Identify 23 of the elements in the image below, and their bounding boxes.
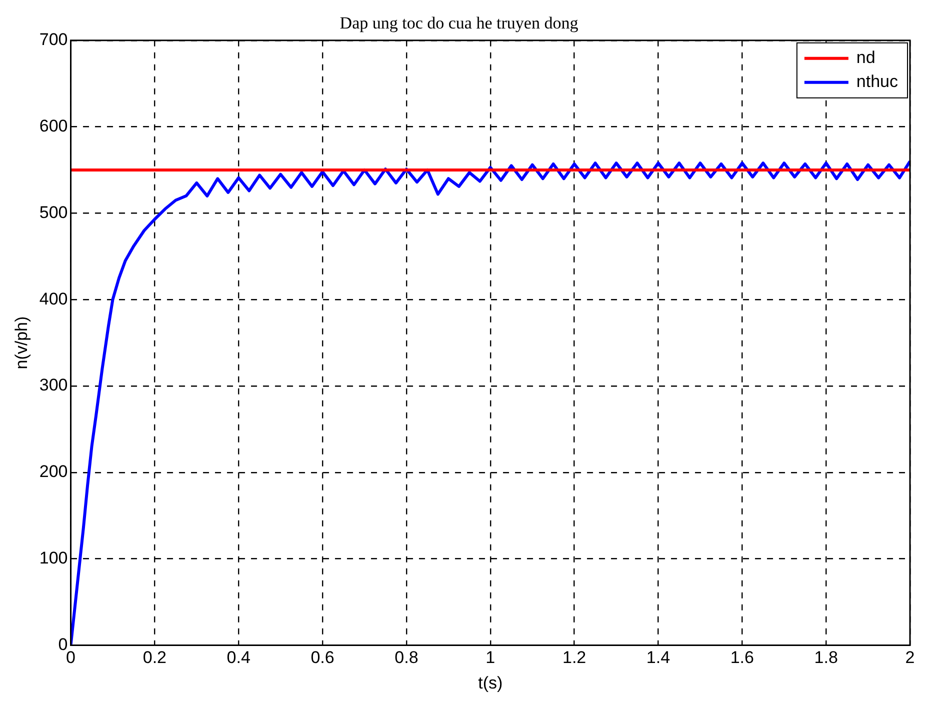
x-tick-label: 1.4 [646, 648, 670, 668]
y-tick-label: 300 [39, 376, 68, 395]
x-tick-label: 0.6 [310, 648, 334, 668]
y-axis-title: n(v/ph) [12, 316, 31, 370]
y-tick-label: 100 [39, 548, 68, 568]
x-tick-label: 1.6 [730, 648, 754, 668]
y-tick-label: 200 [39, 462, 68, 482]
x-tick-label: 0.2 [142, 648, 167, 668]
y-tick-label: 0 [58, 634, 68, 654]
y-tick-label: 600 [39, 116, 68, 136]
y-tick-label: 700 [39, 30, 68, 50]
x-tick-label: 1 [486, 648, 496, 668]
x-tick-label: 1.8 [814, 648, 838, 668]
x-axis-title: t(s) [478, 673, 503, 692]
x-tick-label: 0.8 [394, 648, 418, 668]
y-tick-label: 500 [39, 202, 68, 222]
x-tick-label: 2 [905, 648, 915, 668]
x-tick-label: 1.2 [562, 648, 586, 668]
legend-label: nd [856, 48, 876, 68]
chart-title: Dap ung toc do cua he truyen dong [340, 14, 579, 33]
legend-label: nthuc [856, 72, 898, 92]
y-tick-label: 400 [39, 289, 68, 308]
x-tick-label: 0.4 [226, 648, 250, 668]
